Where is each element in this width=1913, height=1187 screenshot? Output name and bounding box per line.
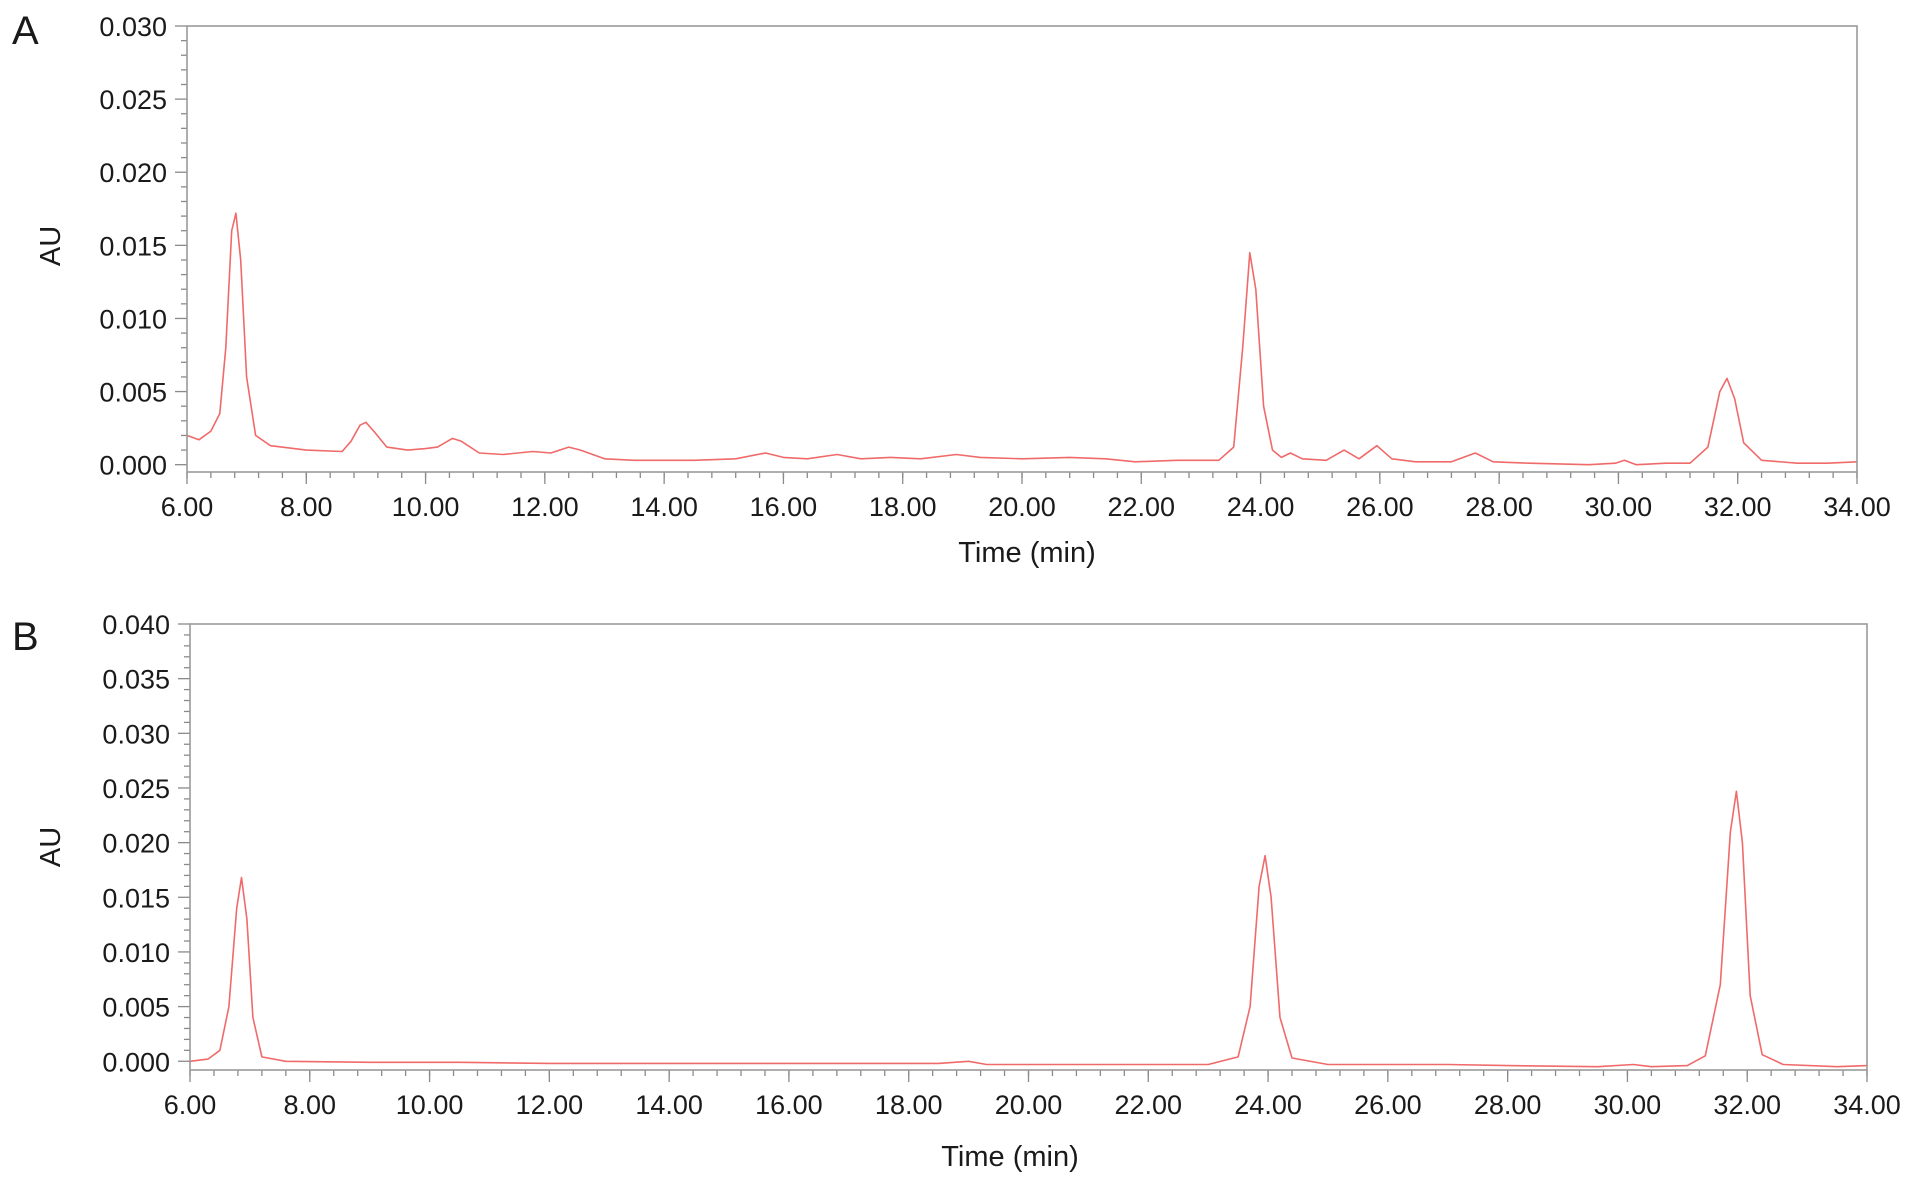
panel-b-x-tick-label: 10.00 xyxy=(396,1090,464,1120)
panel-a-x-tick-label: 18.00 xyxy=(869,492,937,522)
panel-b-y-tick-label: 0.040 xyxy=(102,610,170,640)
panel-a-y-axis-label: AU xyxy=(35,226,67,266)
panel-a-x-tick-label: 22.00 xyxy=(1107,492,1175,522)
panel-a-x-tick-label: 24.00 xyxy=(1227,492,1295,522)
panel-b-y-axis-label: AU xyxy=(35,827,67,867)
panel-b-x-tick-label: 30.00 xyxy=(1594,1090,1662,1120)
panel-b-x-tick-label: 16.00 xyxy=(755,1090,823,1120)
panel-a-x-tick-label: 32.00 xyxy=(1704,492,1772,522)
panel-b-y-tick-label: 0.020 xyxy=(102,829,170,859)
panel-a-y-tick-label: 0.010 xyxy=(99,304,167,334)
panel-a-tick-labels: 6.00 8.00 10.00 12.00 14.00 16.00 18.00 20.00 22… xyxy=(99,12,1890,522)
panel-a-plot-frame xyxy=(186,25,1858,473)
panel-a-ticks xyxy=(175,25,1858,484)
panel-b-x-tick-label: 12.00 xyxy=(516,1090,584,1120)
panel-b-x-tick-label: 18.00 xyxy=(875,1090,943,1120)
panel-a-label: A xyxy=(12,9,39,53)
panel-b-y-tick-label: 0.030 xyxy=(102,719,170,749)
panel-b-plot-frame xyxy=(189,623,1868,1071)
panel-b-x-axis-label: Time (min) xyxy=(941,1141,1078,1173)
panel-b-x-tick-label: 34.00 xyxy=(1833,1090,1901,1120)
panel-b-x-tick-label: 28.00 xyxy=(1474,1090,1542,1120)
panel-b-y-tick-label: 0.025 xyxy=(102,774,170,804)
panel-b-x-tick-label: 26.00 xyxy=(1354,1090,1422,1120)
panel-a-x-tick-label: 16.00 xyxy=(750,492,818,522)
panel-b: B AU Time (min) 6.00 8.00 10.00 12.00 14.00 1… xyxy=(12,610,1901,1173)
panel-a-x-tick-label: 28.00 xyxy=(1465,492,1533,522)
panel-a-y-tick-label: 0.030 xyxy=(99,12,167,42)
panel-a-y-tick-label: 0.020 xyxy=(99,158,167,188)
panel-b-x-tick-label: 20.00 xyxy=(995,1090,1063,1120)
panel-b-x-tick-label: 14.00 xyxy=(635,1090,703,1120)
panel-a-x-tick-label: 8.00 xyxy=(280,492,333,522)
panel-b-series-line xyxy=(189,790,1868,1068)
panel-a-y-tick-label: 0.025 xyxy=(99,85,167,115)
panel-b-ticks xyxy=(178,623,1868,1082)
panel-a-y-tick-label: 0.005 xyxy=(99,378,167,408)
panel-a-y-tick-label: 0.000 xyxy=(99,451,167,481)
panel-a-x-tick-label: 34.00 xyxy=(1823,492,1891,522)
panel-b-y-tick-label: 0.005 xyxy=(102,993,170,1023)
panel-b-y-tick-label: 0.015 xyxy=(102,883,170,913)
panel-a-x-tick-label: 14.00 xyxy=(630,492,698,522)
panel-a: A AU Time (min) 6.00 8.00 10.00 12.00 14.00 1… xyxy=(12,9,1891,569)
panel-a-y-tick-label: 0.015 xyxy=(99,231,167,261)
panel-b-x-tick-label: 22.00 xyxy=(1114,1090,1182,1120)
panel-a-series-line xyxy=(186,212,1858,466)
panel-a-x-tick-label: 30.00 xyxy=(1585,492,1653,522)
panel-b-label: B xyxy=(12,615,39,659)
panel-a-x-tick-label: 12.00 xyxy=(511,492,579,522)
panel-a-x-tick-label: 6.00 xyxy=(161,492,214,522)
panel-a-x-axis-label: Time (min) xyxy=(958,537,1095,569)
panel-a-x-tick-label: 26.00 xyxy=(1346,492,1414,522)
panel-b-y-tick-label: 0.035 xyxy=(102,665,170,695)
panel-b-x-tick-label: 6.00 xyxy=(164,1090,217,1120)
panel-b-tick-labels: 6.00 8.00 10.00 12.00 14.00 16.00 18.00 20.00 22… xyxy=(102,610,1900,1120)
panel-b-x-tick-label: 8.00 xyxy=(284,1090,337,1120)
panel-a-x-tick-label: 20.00 xyxy=(988,492,1056,522)
panel-b-x-tick-label: 32.00 xyxy=(1713,1090,1781,1120)
panel-b-y-tick-label: 0.000 xyxy=(102,1047,170,1077)
panel-b-x-tick-label: 24.00 xyxy=(1234,1090,1302,1120)
panel-a-x-tick-label: 10.00 xyxy=(392,492,460,522)
panel-b-y-tick-label: 0.010 xyxy=(102,938,170,968)
